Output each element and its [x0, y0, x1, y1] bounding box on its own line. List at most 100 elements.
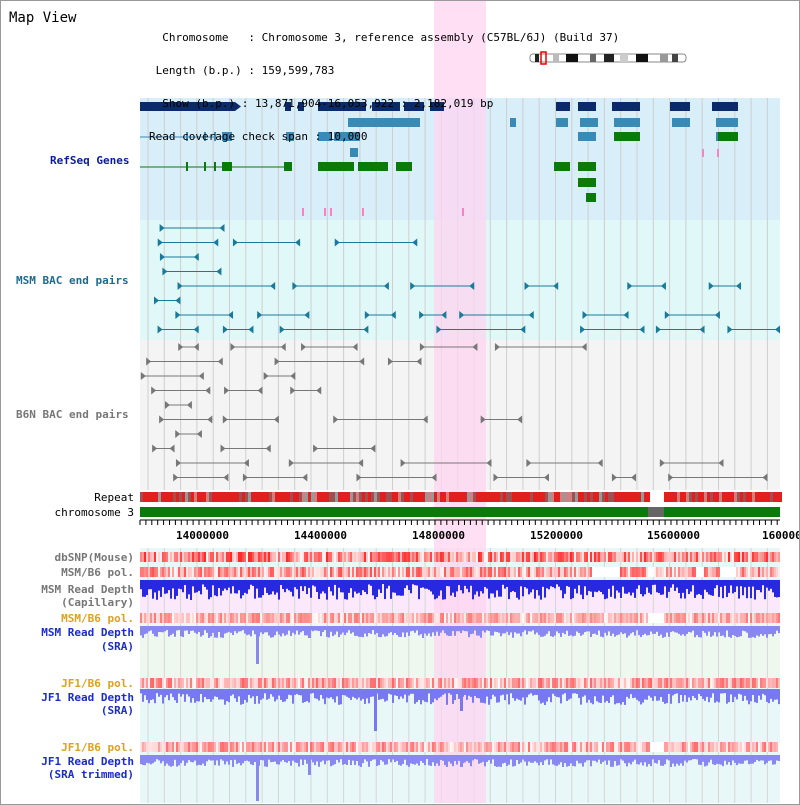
repeat-segment	[269, 492, 272, 502]
snp-density-cell	[724, 742, 726, 752]
read-depth-bar	[672, 626, 674, 632]
read-depth-bar	[514, 755, 516, 766]
read-depth-bar	[730, 689, 732, 695]
gene-exon	[186, 132, 188, 141]
read-depth-bar	[296, 755, 298, 763]
snp-density-cell	[724, 678, 726, 688]
read-depth-bar	[496, 755, 498, 767]
snp-density-cell	[472, 678, 474, 688]
read-depth-bar	[182, 580, 184, 593]
snp-density-cell	[174, 613, 176, 623]
snp-density-cell	[630, 613, 632, 623]
repeat-segment	[680, 492, 683, 502]
jf1-b6-pol-label[interactable]: JF1/B6 pol.	[61, 677, 134, 690]
snp-density-cell	[700, 552, 702, 562]
snp-density-cell	[340, 567, 342, 577]
jf1-read-depth-trimmed-label[interactable]: JF1 Read Depth	[41, 755, 134, 768]
snp-density-cell	[420, 613, 422, 623]
snp-density-cell	[176, 742, 178, 752]
snp-density-cell	[392, 742, 394, 752]
msm-read-depth-capillary-label[interactable]: MSM Read Depth	[41, 583, 134, 596]
msm-read-depth-sra-label[interactable]: MSM Read Depth	[41, 626, 134, 639]
msm-b6-pol-label[interactable]: MSM/B6 pol.	[61, 566, 134, 579]
snp-density-cell	[546, 567, 548, 577]
chromosome-info: Chromosome : Chromosome 3, reference ass…	[149, 10, 619, 164]
snp-density-cell	[650, 552, 652, 562]
read-depth-bar	[364, 580, 366, 592]
snp-density-cell	[256, 678, 258, 688]
snp-density-cell	[500, 552, 502, 562]
refseq-genes-label[interactable]: RefSeq Genes	[50, 154, 130, 167]
snp-density-cell	[358, 742, 360, 752]
snp-density-cell	[590, 613, 592, 623]
snp-density-cell	[462, 678, 464, 688]
read-depth-bar	[446, 580, 448, 587]
snp-density-cell	[708, 678, 710, 688]
snp-density-cell	[332, 613, 334, 623]
snp-density-cell	[316, 567, 318, 577]
snp-density-cell	[284, 552, 286, 562]
snp-density-cell	[444, 678, 446, 688]
snp-density-cell	[666, 742, 668, 752]
read-depth-bar	[294, 580, 296, 588]
snp-density-cell	[306, 613, 308, 623]
read-depth-bar	[154, 626, 156, 637]
snp-density-cell	[404, 552, 406, 562]
b6n-bac-end-pairs-label[interactable]: B6N BAC end pairs	[16, 408, 129, 421]
read-depth-bar	[254, 626, 256, 635]
read-depth-bar	[690, 755, 692, 761]
read-depth-bar	[382, 626, 384, 635]
repeat-segment	[764, 492, 767, 502]
read-depth-bar	[636, 689, 638, 700]
read-depth-bar	[716, 580, 718, 586]
snp-density-cell	[616, 742, 618, 752]
read-depth-bar	[698, 689, 700, 694]
snp-density-cell	[520, 567, 522, 577]
repeat-label[interactable]: Repeat	[94, 491, 134, 504]
snp-density-cell	[578, 567, 580, 577]
snp-density-cell	[144, 567, 146, 577]
snp-density-cell	[664, 567, 666, 577]
snp-density-cell	[408, 678, 410, 688]
msm-b6-pol-label-2[interactable]: MSM/B6 pol.	[61, 612, 134, 625]
snp-density-cell	[228, 552, 230, 562]
snp-density-cell	[192, 552, 194, 562]
read-depth-bar	[240, 689, 242, 705]
snp-density-cell	[372, 613, 374, 623]
jf1-b6-pol-label-2[interactable]: JF1/B6 pol.	[61, 741, 134, 754]
read-depth-bar	[260, 689, 262, 700]
snp-density-cell	[308, 567, 310, 577]
bac-end-marker	[580, 325, 586, 334]
read-depth-bar	[218, 626, 220, 632]
snp-density-cell	[216, 742, 218, 752]
read-depth-bar	[286, 755, 288, 763]
read-depth-bar	[500, 755, 502, 767]
snp-density-cell	[440, 613, 442, 623]
read-depth-bar	[220, 755, 222, 760]
read-depth-bar	[770, 755, 772, 761]
read-depth-bar	[670, 755, 672, 767]
repeat-segment	[599, 492, 602, 502]
snp-density-cell	[146, 678, 148, 688]
snp-density-cell	[714, 552, 716, 562]
jf1-read-depth-sra-label[interactable]: JF1 Read Depth	[41, 691, 134, 704]
snp-density-cell	[666, 567, 668, 577]
read-depth-bar	[352, 626, 354, 633]
snp-density-cell	[390, 567, 392, 577]
chromosome-label[interactable]: chromosome 3	[54, 506, 134, 519]
snp-density-cell	[556, 742, 558, 752]
read-depth-bar	[438, 689, 440, 698]
msm-bac-end-pairs-label[interactable]: MSM BAC end pairs	[16, 274, 129, 287]
repeat-segment	[671, 492, 674, 502]
snp-density-cell	[558, 567, 560, 577]
read-depth-bar	[478, 626, 480, 636]
snp-density-cell	[434, 678, 436, 688]
read-depth-bar	[610, 689, 612, 698]
repeat-segment	[230, 492, 233, 502]
snp-density-cell	[592, 742, 594, 752]
snp-density-cell	[654, 552, 656, 562]
dbsnp-label[interactable]: dbSNP(Mouse)	[54, 551, 134, 564]
snp-density-cell	[290, 613, 292, 623]
read-depth-bar	[370, 580, 372, 586]
